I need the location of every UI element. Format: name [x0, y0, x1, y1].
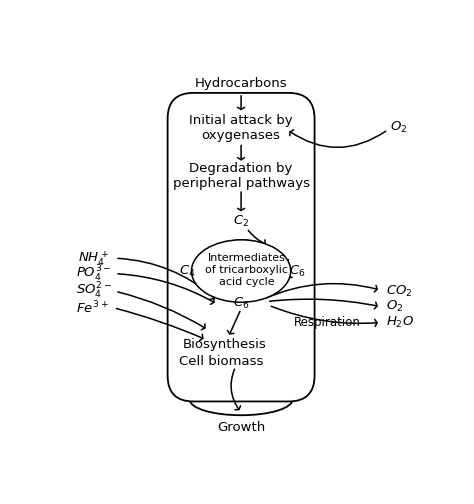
Text: $Fe^{3+}$: $Fe^{3+}$ — [76, 299, 109, 316]
Ellipse shape — [191, 240, 291, 302]
Text: $C_4$: $C_4$ — [179, 264, 195, 279]
Text: Growth: Growth — [217, 421, 265, 434]
Ellipse shape — [190, 384, 292, 415]
Text: $NH_4^+$: $NH_4^+$ — [79, 249, 110, 268]
Text: Biosynthesis: Biosynthesis — [182, 338, 266, 351]
Text: $C_6$: $C_6$ — [289, 264, 306, 279]
Text: Hydrocarbons: Hydrocarbons — [195, 77, 287, 90]
Text: Respiration: Respiration — [294, 316, 361, 329]
Text: $C_2$: $C_2$ — [233, 214, 249, 229]
Text: Intermediates
of tricarboxylic
acid cycle: Intermediates of tricarboxylic acid cycl… — [205, 254, 288, 287]
Text: $CO_2$: $CO_2$ — [386, 284, 413, 299]
Text: $C_6$: $C_6$ — [233, 295, 249, 310]
Text: Initial attack by
oxygenases: Initial attack by oxygenases — [189, 114, 293, 142]
FancyBboxPatch shape — [168, 93, 315, 402]
Text: Degradation by
peripheral pathways: Degradation by peripheral pathways — [173, 162, 310, 190]
Text: $O_2$: $O_2$ — [390, 120, 407, 136]
Text: Cell biomass: Cell biomass — [179, 354, 263, 367]
Text: $O_2$: $O_2$ — [386, 299, 403, 314]
Text: $H_2O$: $H_2O$ — [386, 315, 414, 330]
Text: $SO_4^{2-}$: $SO_4^{2-}$ — [76, 281, 112, 301]
Text: $PO_4^{3-}$: $PO_4^{3-}$ — [76, 264, 112, 284]
